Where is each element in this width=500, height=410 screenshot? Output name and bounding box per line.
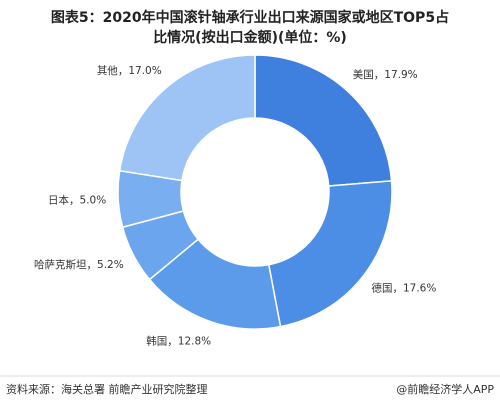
brand: @前瞻经济学人APP <box>396 382 494 396</box>
donut-slice <box>267 180 393 328</box>
category-label: 哈萨克斯坦 <box>34 258 87 271</box>
label-separator: ， <box>374 69 385 81</box>
label-separator: ， <box>392 282 403 294</box>
value-label: 17.0% <box>128 65 161 77</box>
slice-label: 日本，5.0% <box>48 193 106 206</box>
category-label: 韩国 <box>146 335 167 348</box>
label-separator: ， <box>118 65 129 77</box>
value-label: 12.8% <box>178 336 211 348</box>
value-label: 17.6% <box>403 282 436 294</box>
label-separator: ， <box>87 259 98 271</box>
chart-title: 图表5：2020年中国滚针轴承行业出口来源国家或地区TOP5占 <box>51 9 449 26</box>
value-label: 5.0% <box>80 194 107 206</box>
slice-label: 美国，17.9% <box>353 68 418 81</box>
category-label: 其他 <box>97 64 118 77</box>
donut-slice <box>254 54 393 187</box>
label-separator: ， <box>167 336 178 348</box>
source: 资料来源：海关总署 前瞻产业研究院整理 <box>6 382 208 396</box>
donut-slice <box>118 54 256 182</box>
slice-label: 韩国，12.8% <box>146 335 211 348</box>
slice-label: 其他，17.0% <box>97 64 162 77</box>
label-separator: ， <box>69 194 80 206</box>
chart-title: 比情况(按出口金额)(单位：%) <box>153 29 347 46</box>
category-label: 美国 <box>353 68 374 81</box>
category-label: 日本 <box>48 193 69 206</box>
value-label: 17.9% <box>384 69 417 81</box>
category-label: 德国 <box>371 281 392 294</box>
slice-label: 德国，17.6% <box>371 281 436 294</box>
value-label: 5.2% <box>97 259 124 271</box>
slice-label: 哈萨克斯坦，5.2% <box>34 258 124 271</box>
